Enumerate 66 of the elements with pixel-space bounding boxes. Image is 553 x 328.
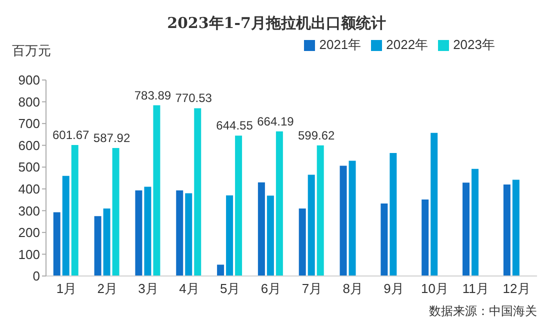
x-tick-label: 9月: [384, 281, 404, 296]
bar: [144, 186, 152, 276]
data-label: 644.55: [216, 118, 254, 133]
y-tick-label: 300: [18, 203, 40, 218]
x-tick-label: 5月: [220, 281, 240, 296]
y-tick-label: 400: [18, 182, 40, 197]
y-tick-label: 200: [18, 225, 40, 240]
x-tick-label: 1月: [56, 281, 77, 296]
x-tick-label: 4月: [179, 281, 200, 296]
data-label: 587.92: [93, 130, 130, 145]
bar: [53, 212, 60, 276]
bar: [235, 136, 242, 276]
bar: [135, 190, 142, 276]
data-label: 783.89: [134, 88, 172, 102]
bar: [194, 108, 202, 276]
x-tick-label: 6月: [260, 281, 282, 296]
bar: [316, 145, 324, 276]
y-tick-label: 800: [18, 94, 40, 110]
bar: [71, 144, 78, 276]
chart-title: 2023年1-7月拖拉机出口额统计: [166, 13, 387, 34]
x-tick-label: 11月: [462, 281, 489, 296]
bar: [62, 176, 70, 276]
y-axis-title: 百万元: [12, 42, 51, 60]
y-tick-label: 0: [32, 268, 40, 284]
x-tick-label: 3月: [138, 281, 158, 296]
bar: [430, 132, 438, 276]
bar: [103, 208, 110, 276]
bar: [176, 190, 184, 276]
data-label: 599.62: [298, 128, 336, 142]
y-tick-label: 100: [18, 246, 40, 262]
data-label: 664.19: [257, 114, 294, 128]
data-label: 770.53: [175, 91, 212, 106]
bar: [348, 160, 356, 276]
bar: [503, 184, 510, 276]
x-tick-label: 12月: [502, 281, 530, 296]
bar: [472, 168, 479, 276]
bar: [185, 193, 192, 276]
bar: [94, 216, 102, 276]
x-tick-label: 10月: [420, 281, 448, 296]
bar: [276, 131, 283, 276]
legend-label: 2021年: [319, 37, 362, 52]
x-tick-label: 7月: [302, 281, 322, 296]
x-tick-label: 8月: [342, 281, 363, 296]
y-tick-label: 500: [18, 160, 40, 175]
bar: [217, 264, 224, 276]
bar: [512, 180, 520, 276]
legend-label: 2022年: [386, 37, 428, 52]
data-label: 601.67: [52, 128, 90, 142]
y-tick-label: 900: [18, 72, 40, 88]
x-tick-label: 2月: [97, 281, 118, 296]
legend-label: 2023年: [453, 37, 495, 52]
bar: [422, 200, 429, 276]
bar: [112, 148, 120, 276]
bar: [258, 182, 265, 276]
bar: [390, 152, 397, 276]
bar: [340, 166, 347, 276]
y-tick-label: 700: [18, 116, 40, 132]
bar: [380, 203, 388, 276]
source-note: 数据来源：中国海关: [429, 303, 537, 320]
bar: [308, 174, 315, 276]
bar: [153, 105, 160, 276]
y-tick-label: 600: [18, 138, 40, 153]
bar: [462, 182, 470, 276]
bar: [298, 208, 306, 276]
bar: [226, 195, 234, 276]
bar: [266, 196, 274, 276]
